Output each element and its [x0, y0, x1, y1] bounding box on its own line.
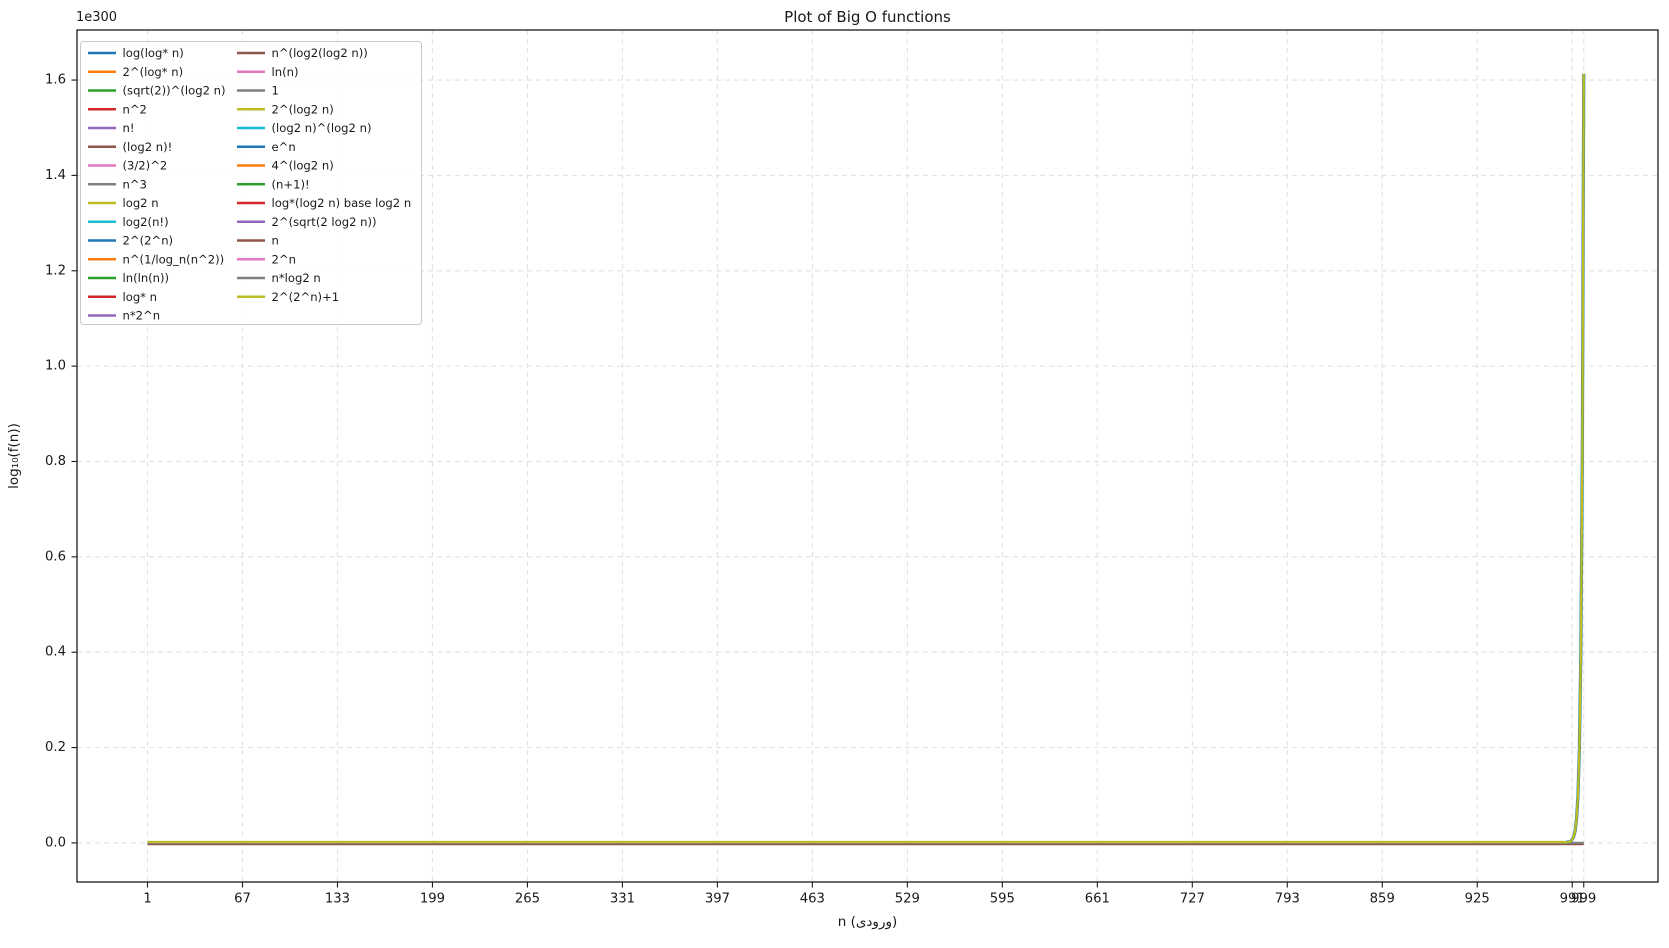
- legend-label: 2^(log* n): [123, 65, 184, 79]
- legend-label: n: [272, 234, 279, 248]
- legend-label: 2^(2^n): [123, 234, 174, 248]
- plot-spines: [76, 29, 1659, 883]
- legend-label: ln(n): [272, 65, 299, 79]
- legend-label: log2(n!): [123, 215, 169, 229]
- legend-label: 1: [272, 84, 279, 98]
- y-tick-label: 0.6: [45, 549, 66, 564]
- legend-label: (3/2)^2: [123, 159, 168, 173]
- legend-label: n^(1/log_n(n^2)): [123, 252, 225, 266]
- legend-label: (sqrt(2))^(log2 n): [123, 84, 226, 98]
- y-tick-label: 1.6: [45, 73, 66, 88]
- y-tick-label: 1.4: [45, 168, 66, 183]
- x-tick-label: 793: [1275, 892, 1300, 907]
- y-tick-label: 0.8: [45, 454, 66, 469]
- legend-label: (log2 n)^(log2 n): [272, 121, 372, 135]
- x-tick-label: 925: [1465, 892, 1490, 907]
- chart-title: Plot of Big O functions: [784, 8, 951, 26]
- legend-label: (n+1)!: [272, 177, 310, 191]
- series-line-2^(2^n): [1564, 73, 1586, 845]
- legend-label: n*2^n: [123, 309, 161, 323]
- x-tick-label: 529: [895, 892, 920, 907]
- legend-label: n^3: [123, 177, 147, 191]
- x-tick-label: 199: [420, 892, 445, 907]
- legend-label: log(log* n): [123, 46, 184, 60]
- legend-label: ln(ln(n)): [123, 271, 170, 285]
- legend-label: n*log2 n: [272, 271, 321, 285]
- x-tick-label: 661: [1085, 892, 1110, 907]
- series-line-2^(2^n)+1: [147, 73, 1585, 844]
- x-tick-label: 67: [234, 892, 251, 907]
- y-tick-label: 0.2: [45, 740, 66, 755]
- legend-label: n!: [123, 121, 135, 135]
- legend-label: log* n: [123, 290, 158, 304]
- x-tick-label: 397: [705, 892, 730, 907]
- legend-label: 2^(log2 n): [272, 102, 334, 116]
- x-tick-label: 595: [990, 892, 1015, 907]
- legend-label: 4^(log2 n): [272, 159, 334, 173]
- legend-label: log*(log2 n) base log2 n: [272, 196, 412, 210]
- x-axis-label: n (ورودی): [837, 914, 898, 930]
- y-axis-offset-text: 1e300: [76, 10, 118, 25]
- x-tick-label: 999: [1571, 892, 1596, 907]
- legend-label: 2^n: [272, 252, 296, 266]
- y-tick-label: 1.0: [45, 359, 66, 374]
- legend-label: 2^(sqrt(2 log2 n)): [272, 215, 377, 229]
- x-tick-label: 727: [1180, 892, 1205, 907]
- legend-label: log2 n: [123, 196, 159, 210]
- y-tick-label: 0.0: [45, 835, 66, 850]
- y-axis-label: log₁₀(f(n)): [6, 423, 22, 489]
- legend-label: e^n: [272, 140, 296, 154]
- x-tick-label: 133: [325, 892, 350, 907]
- x-tick-label: 265: [515, 892, 540, 907]
- x-tick-label: 331: [610, 892, 635, 907]
- y-tick-label: 1.2: [45, 263, 66, 278]
- legend-label: (log2 n)!: [123, 140, 173, 154]
- x-tick-label: 1: [143, 892, 151, 907]
- x-tick-label: 991: [1560, 892, 1585, 907]
- x-tick-label: 463: [800, 892, 825, 907]
- x-tick-label: 859: [1370, 892, 1395, 907]
- legend-label: 2^(2^n)+1: [272, 290, 340, 304]
- legend-label: n^(log2(log2 n)): [272, 46, 368, 60]
- legend-label: n^2: [123, 102, 147, 116]
- y-tick-label: 0.4: [45, 645, 66, 660]
